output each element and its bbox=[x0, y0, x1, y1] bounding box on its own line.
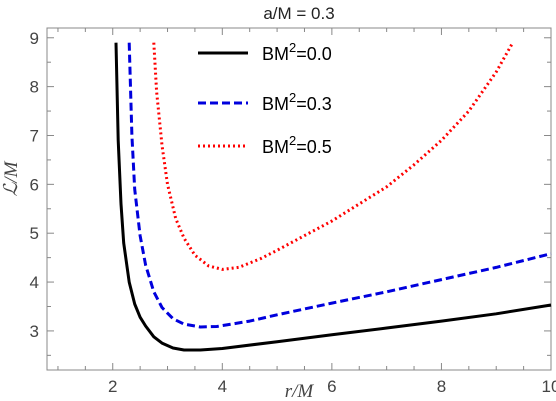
legend-label-sup: 2 bbox=[289, 133, 296, 148]
series-lines bbox=[114, 41, 552, 352]
legend-label-base: BM bbox=[262, 94, 289, 114]
y-tick-label: 8 bbox=[30, 78, 39, 97]
plot-frame bbox=[46, 27, 552, 371]
legend-label-2: BM2=0.5 bbox=[262, 133, 332, 157]
series-line-0 bbox=[114, 42, 552, 352]
y-axis-title: ℒ/M bbox=[1, 160, 22, 196]
x-tick-label: 2 bbox=[108, 377, 117, 396]
x-axis-title: r/M bbox=[285, 381, 315, 401]
legend-label-suffix: =0.3 bbox=[296, 94, 332, 114]
chart-title: a/M = 0.3 bbox=[263, 4, 334, 23]
x-tick-label: 8 bbox=[437, 377, 446, 396]
legend-label-sup: 2 bbox=[289, 90, 296, 105]
legend-label-suffix: =0.0 bbox=[296, 44, 332, 64]
y-tick-label: 9 bbox=[30, 29, 39, 48]
y-tick-label: 5 bbox=[30, 224, 39, 243]
x-tick-label: 6 bbox=[327, 377, 336, 396]
legend-label-base: BM bbox=[262, 137, 289, 157]
y-tick-label: 3 bbox=[30, 322, 39, 341]
series-line-1 bbox=[127, 42, 552, 329]
y-tick-label: 7 bbox=[30, 126, 39, 145]
y-tick-label: 4 bbox=[30, 273, 39, 292]
legend-label-suffix: =0.5 bbox=[296, 137, 332, 157]
legend-label-base: BM bbox=[262, 44, 289, 64]
x-tick-label: 10 bbox=[542, 377, 556, 396]
y-tick-label: 6 bbox=[30, 175, 39, 194]
axis-ticks: 2 4 6 8 10 3 4 5 6 7 8 9 bbox=[30, 28, 556, 396]
legend-label-0: BM2=0.0 bbox=[262, 40, 332, 64]
legend-label-1: BM2=0.3 bbox=[262, 90, 332, 114]
x-tick-label: 4 bbox=[218, 377, 227, 396]
series-line-2 bbox=[152, 41, 515, 271]
legend-label-sup: 2 bbox=[289, 40, 296, 55]
